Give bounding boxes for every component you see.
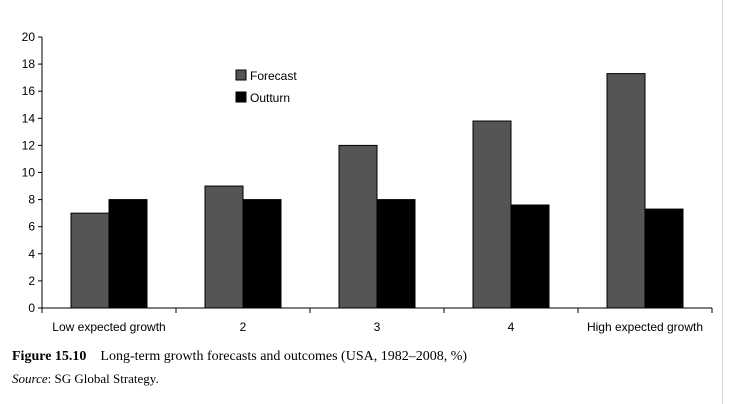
bar-outturn — [510, 204, 550, 309]
legend-label-forecast: Forecast — [250, 69, 297, 83]
y-tick-label: 16 — [22, 84, 36, 98]
y-tick-label: 8 — [28, 193, 35, 207]
x-tick-label: 2 — [240, 320, 247, 334]
bar-forecast — [70, 212, 110, 309]
x-tick-label: High expected growth — [587, 320, 703, 334]
figure-number: Figure 15.10 — [12, 349, 87, 364]
bar-outturn — [376, 199, 416, 309]
bar-forecast — [204, 185, 244, 309]
x-tick-label: 3 — [374, 320, 381, 334]
source-text: : SG Global Strategy. — [47, 371, 159, 386]
bar-chart: 0 2 4 6 8 10 12 14 16 18 20 Low expected growth 2 3 4 H… — [22, 30, 713, 334]
figure-caption-text: Long-term growth forecasts and outcomes … — [100, 349, 468, 364]
y-tick-label: 10 — [22, 166, 36, 180]
y-tick-label: 0 — [28, 301, 35, 315]
legend-swatch-forecast — [235, 69, 247, 81]
x-tick-label: 4 — [508, 320, 515, 334]
y-tick-label: 20 — [22, 30, 36, 44]
legend-label-outturn: Outturn — [250, 91, 290, 105]
source-label: Source — [12, 371, 48, 386]
y-tick-label: 12 — [22, 138, 36, 152]
y-tick-label: 2 — [28, 274, 35, 288]
frame-border — [722, 0, 723, 404]
bar-outturn — [644, 208, 684, 309]
source-note: Source: SG Global Strategy. — [12, 371, 159, 387]
bar-outturn — [242, 199, 282, 309]
y-tick-label: 4 — [28, 247, 35, 261]
y-tick-label: 18 — [22, 57, 36, 71]
x-tick-label: Low expected growth — [52, 320, 165, 334]
bar-forecast — [606, 73, 646, 309]
y-tick-label: 14 — [22, 111, 36, 125]
bar-forecast — [338, 144, 378, 309]
bar-forecast — [472, 120, 512, 309]
y-tick-label: 6 — [28, 220, 35, 234]
bar-outturn — [108, 199, 148, 309]
figure-caption: Figure 15.10 Long-term growth forecasts a… — [12, 349, 712, 365]
legend-swatch-outturn — [235, 91, 247, 103]
